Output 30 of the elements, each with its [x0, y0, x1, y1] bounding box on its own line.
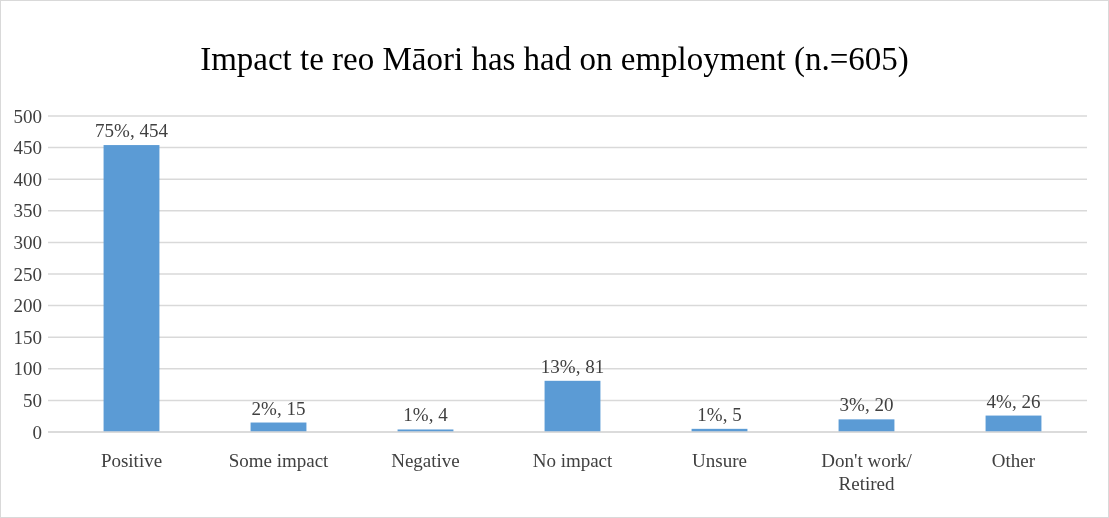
data-label: 2%, 15 [251, 397, 306, 419]
data-label: 4%, 26 [986, 390, 1041, 412]
chart-title: Impact te reo Māori has had on employment (n.=605) [200, 41, 909, 78]
bar [985, 415, 1042, 432]
bar [103, 145, 160, 432]
bar [544, 380, 601, 432]
x-tick-label: Unsure [692, 450, 747, 471]
x-tick-label: Positive [100, 450, 163, 471]
data-label: 1%, 4 [403, 404, 449, 426]
y-tick-label: 350 [13, 200, 42, 222]
data-label: 3%, 20 [839, 394, 894, 416]
y-tick-label: 450 [13, 137, 42, 159]
y-tick-label: 100 [13, 358, 42, 380]
y-tick-label: 250 [13, 263, 42, 285]
x-tick-label: Some impact [228, 450, 330, 471]
bar [838, 419, 895, 432]
data-label: 13%, 81 [540, 355, 605, 377]
y-tick-label: 200 [13, 295, 42, 317]
data-label: 75%, 454 [95, 120, 169, 142]
x-tick-label: No impact [532, 450, 614, 471]
x-tick-label: Other [991, 450, 1036, 471]
y-tick-label: 400 [13, 168, 42, 190]
y-tick-label: 300 [13, 232, 42, 254]
y-tick-label: 150 [13, 326, 42, 348]
y-tick-label: 50 [23, 390, 42, 412]
data-label: 1%, 5 [697, 403, 742, 425]
y-tick-label: 0 [32, 421, 42, 443]
y-tick-label: 500 [13, 105, 42, 127]
x-tick-label: Don't work/ Retired [821, 450, 913, 494]
x-tick-label: Negative [391, 450, 460, 471]
